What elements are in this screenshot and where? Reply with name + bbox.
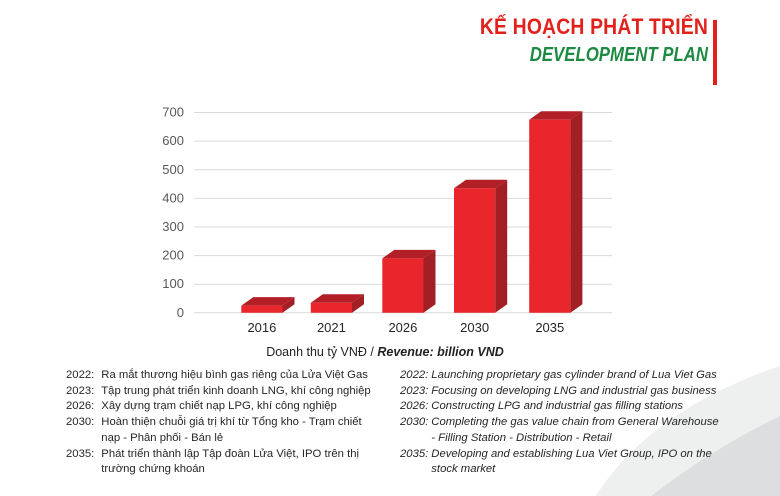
svg-text:2016: 2016	[247, 320, 276, 335]
svg-text:0: 0	[177, 305, 184, 320]
svg-text:200: 200	[162, 248, 184, 263]
svg-text:400: 400	[162, 190, 184, 205]
svg-text:2035: 2035	[535, 320, 564, 335]
svg-text:600: 600	[162, 133, 184, 148]
svg-text:500: 500	[162, 162, 184, 177]
svg-text:2030: 2030	[460, 320, 489, 335]
svg-text:2026: 2026	[388, 320, 417, 335]
svg-text:100: 100	[162, 276, 184, 291]
svg-text:2021: 2021	[317, 320, 346, 335]
svg-text:300: 300	[162, 219, 184, 234]
svg-text:700: 700	[162, 105, 184, 120]
